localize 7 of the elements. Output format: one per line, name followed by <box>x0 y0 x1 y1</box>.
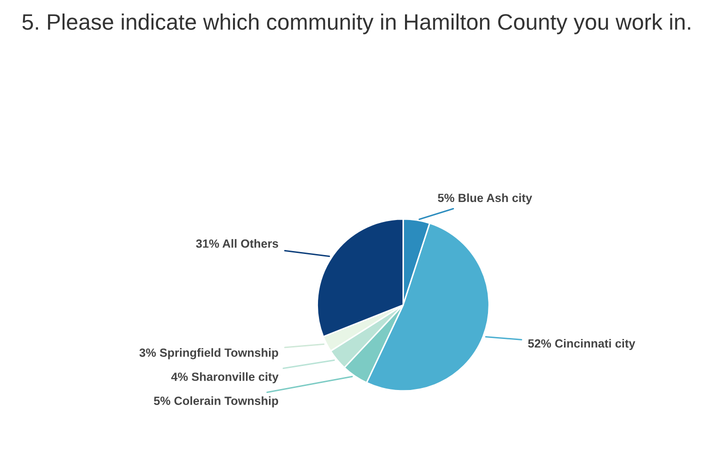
chart-title: 5. Please indicate which community in Hamilton County you work in. <box>22 14 690 34</box>
slice-label: 3% Springfield Township <box>139 348 278 360</box>
slice-label: 31% All Others <box>196 239 278 248</box>
slice-label: 5% Blue Ash city <box>438 193 532 204</box>
slice-label: 4% Sharonville city <box>171 372 279 384</box>
slice-label: 5% Colerain Township <box>154 396 278 408</box>
slice-label: 52% Cincinnati city <box>528 338 636 350</box>
